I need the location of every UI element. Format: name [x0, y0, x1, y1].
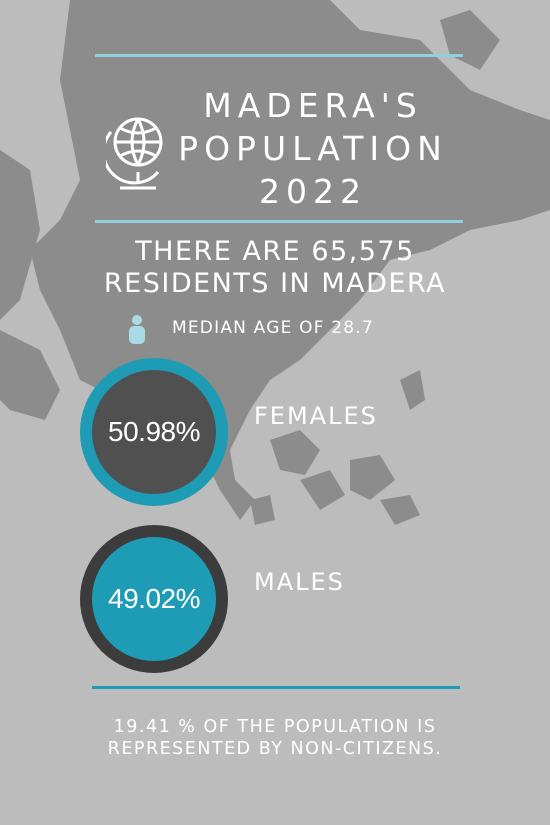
middle-divider — [95, 220, 463, 223]
residents-statement: THERE ARE 65,575 RESIDENTS IN MADERA — [60, 236, 490, 300]
page-title: MADERA'S POPULATION 2022 — [178, 84, 448, 213]
top-divider — [95, 54, 463, 57]
male-percentage-circle: 49.02% — [80, 525, 228, 673]
footer-line-2: REPRESENTED BY NON-CITIZENS. — [107, 739, 443, 759]
non-citizens-statement: 19.41 % OF THE POPULATION IS REPRESENTED… — [40, 716, 510, 760]
male-percentage: 49.02% — [108, 583, 200, 614]
female-percentage-circle: 50.98% — [80, 358, 228, 506]
females-label: FEMALES — [254, 402, 378, 430]
bottom-divider — [92, 686, 460, 689]
residents-line-1: THERE ARE 65,575 — [135, 236, 415, 267]
residents-line-2: RESIDENTS IN MADERA — [103, 268, 447, 299]
males-label: MALES — [254, 568, 345, 596]
female-percentage: 50.98% — [108, 416, 200, 447]
person-icon — [129, 315, 145, 344]
footer-line-1: 19.41 % OF THE POPULATION IS — [113, 717, 437, 737]
title-line-1: MADERA'S — [203, 86, 423, 125]
median-age-text: MEDIAN AGE OF 28.7 — [172, 318, 374, 338]
globe-icon — [106, 117, 163, 190]
title-line-2: POPULATION — [178, 129, 448, 168]
title-line-3: 2022 — [259, 172, 367, 211]
